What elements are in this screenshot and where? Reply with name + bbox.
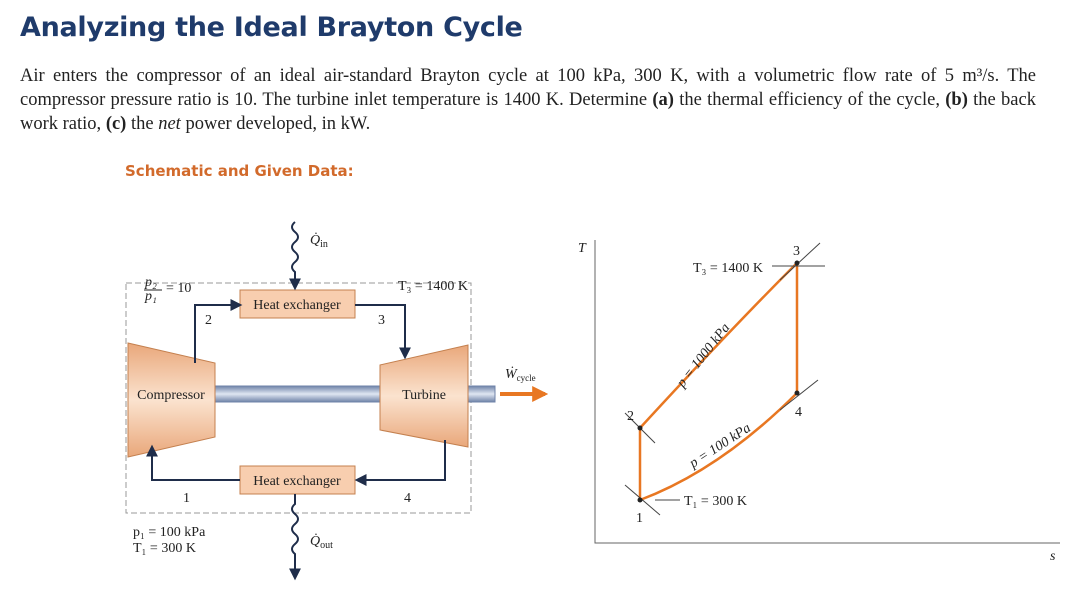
label: Ẇcycle — [505, 365, 536, 383]
axis-label: T — [578, 241, 587, 256]
label: Turbine — [402, 388, 446, 403]
label: p₁ — [144, 289, 157, 304]
text: Air enters the compressor of an ideal ai… — [20, 66, 1036, 110]
text: the thermal efficiency of the cycle, — [673, 90, 946, 110]
title: Analyzing the Ideal Brayton Cycle — [20, 12, 523, 43]
label: Heat exchanger — [253, 298, 341, 313]
label: Compressor — [137, 388, 205, 403]
text: (c) — [105, 114, 127, 134]
label: = 10 — [166, 281, 191, 296]
symbol: Q̇ — [310, 533, 320, 549]
label: Heat exchanger — [253, 474, 341, 489]
state-label: 4 — [795, 405, 802, 420]
axis-label: s — [1050, 549, 1056, 564]
label: T₃ = 1400 K — [398, 279, 468, 294]
flow-line — [146, 444, 240, 481]
heat-arrow — [289, 221, 301, 291]
ts-diagram: T s 1 2 3 4 T₃ = 1400 K T₁ = 300 K p = 1 — [578, 240, 1060, 564]
symbol: Ẇ — [505, 365, 518, 382]
text: net — [158, 114, 181, 134]
text: (b) — [945, 90, 968, 110]
given: T₁ = 300 K — [133, 541, 196, 556]
turbine — [379, 344, 469, 448]
label: p = 1000 kPa — [674, 321, 734, 391]
given: p₁ = 100 kPa — [133, 525, 206, 540]
axes — [594, 240, 1060, 544]
heat-exchanger — [239, 465, 356, 495]
state-point — [794, 260, 800, 266]
flow-line — [355, 304, 411, 360]
problem-text: Air enters the compressor of an ideal ai… — [20, 64, 1036, 136]
label: T₃ = 1400 K — [693, 261, 763, 276]
state-label: 4 — [404, 491, 411, 506]
state-label: 3 — [378, 313, 385, 328]
text: power developed, in kW. — [180, 114, 371, 134]
compressor — [127, 342, 216, 458]
process-line — [639, 392, 798, 502]
text: the — [126, 114, 159, 134]
text: the back work ratio, — [20, 90, 1036, 134]
state-label: 2 — [205, 313, 212, 328]
state-label: 2 — [627, 409, 634, 424]
text: (a) — [652, 90, 674, 110]
schematic: p₂ p₁ = 10 Compressor Turbine Heat excha… — [125, 221, 549, 581]
heat-arrow — [289, 494, 301, 581]
state-point — [794, 390, 800, 396]
subscript: in — [320, 239, 328, 250]
isobar-tick — [779, 379, 819, 411]
label: p = 100 kPa — [686, 421, 753, 472]
process-line — [639, 262, 798, 429]
subscript: out — [320, 540, 333, 551]
state-point — [637, 425, 643, 431]
state-label: 3 — [793, 244, 800, 259]
state-label: 1 — [183, 491, 190, 506]
state-label: 1 — [636, 511, 643, 526]
flow-line — [194, 299, 243, 363]
label: Q̇in — [310, 232, 328, 250]
label: Q̇out — [310, 533, 333, 551]
flow-line — [354, 440, 446, 486]
label: p₂ — [144, 275, 157, 290]
state-point — [637, 497, 643, 503]
subtitle: Schematic and Given Data: — [125, 162, 354, 180]
symbol: Q̇ — [310, 232, 320, 248]
subscript: cycle — [517, 373, 536, 383]
label: T₁ = 300 K — [684, 494, 747, 509]
isobar-tick — [779, 242, 821, 281]
